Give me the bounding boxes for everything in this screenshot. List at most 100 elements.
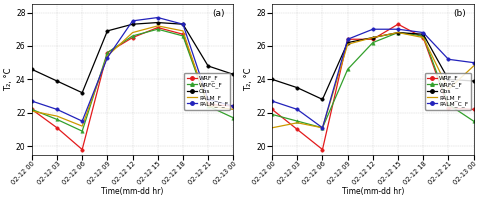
Obs	[395, 31, 401, 34]
PALM_C_F	[205, 98, 211, 101]
PALM_C_F	[320, 127, 325, 129]
PALM_F	[230, 108, 236, 111]
PALM_F	[445, 88, 451, 91]
Obs	[155, 21, 161, 24]
Line: WRFC_F: WRFC_F	[30, 27, 235, 133]
WRF_F	[29, 108, 35, 111]
Text: (a): (a)	[213, 9, 225, 18]
PALM_C_F	[29, 100, 35, 102]
PALM_F	[205, 105, 211, 107]
WRF_F	[295, 128, 300, 131]
WRF_F	[395, 23, 401, 25]
Obs	[80, 92, 85, 94]
PALM_F	[180, 30, 186, 32]
Obs	[471, 80, 477, 82]
WRFC_F	[345, 68, 350, 71]
WRFC_F	[471, 120, 477, 122]
WRFC_F	[320, 127, 325, 129]
WRF_F	[320, 148, 325, 151]
X-axis label: Time(mm-dd hr): Time(mm-dd hr)	[342, 187, 404, 196]
Line: Obs: Obs	[30, 21, 235, 94]
PALM_C_F	[395, 28, 401, 30]
PALM_C_F	[130, 20, 135, 22]
PALM_C_F	[105, 56, 110, 59]
Line: PALM_C_F: PALM_C_F	[30, 16, 235, 123]
WRFC_F	[130, 35, 135, 37]
PALM_C_F	[295, 108, 300, 111]
PALM_C_F	[80, 120, 85, 122]
Obs	[370, 36, 376, 39]
PALM_F	[395, 31, 401, 34]
Obs	[420, 33, 426, 35]
Obs	[230, 73, 236, 76]
Text: (b): (b)	[453, 9, 466, 18]
Legend: WRF_F, WRFC_F, Obs, PALM_F, PALM_C_F: WRF_F, WRFC_F, Obs, PALM_F, PALM_C_F	[425, 73, 471, 110]
Line: WRF_F: WRF_F	[270, 22, 475, 151]
Line: PALM_F: PALM_F	[32, 26, 233, 126]
PALM_F	[370, 36, 376, 39]
PALM_C_F	[155, 16, 161, 19]
PALM_C_F	[180, 23, 186, 25]
PALM_C_F	[370, 28, 376, 30]
Obs	[29, 68, 35, 71]
WRF_F	[345, 38, 350, 40]
Line: WRFC_F: WRFC_F	[270, 31, 475, 130]
WRF_F	[80, 148, 85, 151]
Obs	[54, 80, 60, 82]
WRFC_F	[445, 103, 451, 106]
Obs	[295, 86, 300, 89]
WRFC_F	[105, 51, 110, 54]
PALM_F	[54, 115, 60, 117]
Obs	[445, 78, 451, 81]
PALM_F	[345, 43, 350, 45]
WRFC_F	[180, 35, 186, 37]
Obs	[345, 41, 350, 44]
WRF_F	[155, 26, 161, 29]
WRF_F	[471, 108, 477, 111]
PALM_C_F	[420, 31, 426, 34]
Line: Obs: Obs	[270, 31, 475, 101]
WRF_F	[370, 38, 376, 40]
PALM_F	[80, 125, 85, 127]
PALM_F	[155, 25, 161, 27]
PALM_F	[471, 65, 477, 67]
PALM_F	[105, 55, 110, 57]
PALM_C_F	[471, 61, 477, 64]
PALM_F	[420, 36, 426, 39]
PALM_F	[295, 122, 300, 124]
X-axis label: Time(mm-dd hr): Time(mm-dd hr)	[101, 187, 164, 196]
PALM_F	[29, 110, 35, 112]
Obs	[205, 65, 211, 67]
PALM_F	[320, 127, 325, 129]
Y-axis label: T₂, °C: T₂, °C	[4, 68, 13, 91]
WRFC_F	[155, 28, 161, 30]
WRFC_F	[420, 35, 426, 37]
WRF_F	[130, 36, 135, 39]
Legend: WRF_F, WRFC_F, Obs, PALM_F, PALM_C_F: WRF_F, WRFC_F, Obs, PALM_F, PALM_C_F	[184, 73, 230, 110]
PALM_C_F	[345, 38, 350, 40]
WRFC_F	[370, 41, 376, 44]
PALM_C_F	[445, 58, 451, 60]
WRF_F	[54, 127, 60, 129]
Line: PALM_F: PALM_F	[272, 33, 474, 128]
WRFC_F	[54, 118, 60, 121]
WRF_F	[105, 51, 110, 54]
Obs	[130, 23, 135, 25]
WRFC_F	[29, 108, 35, 111]
PALM_C_F	[54, 108, 60, 111]
Line: PALM_C_F: PALM_C_F	[270, 27, 475, 130]
PALM_F	[269, 127, 275, 129]
Line: WRF_F: WRF_F	[30, 26, 235, 151]
WRFC_F	[269, 113, 275, 116]
WRFC_F	[395, 31, 401, 34]
WRFC_F	[205, 105, 211, 107]
Y-axis label: T₂, °C: T₂, °C	[244, 68, 254, 91]
WRFC_F	[295, 120, 300, 122]
WRF_F	[420, 36, 426, 39]
PALM_F	[130, 31, 135, 34]
Obs	[180, 23, 186, 25]
WRF_F	[445, 107, 451, 109]
PALM_C_F	[269, 100, 275, 102]
Obs	[269, 78, 275, 81]
WRF_F	[269, 108, 275, 111]
